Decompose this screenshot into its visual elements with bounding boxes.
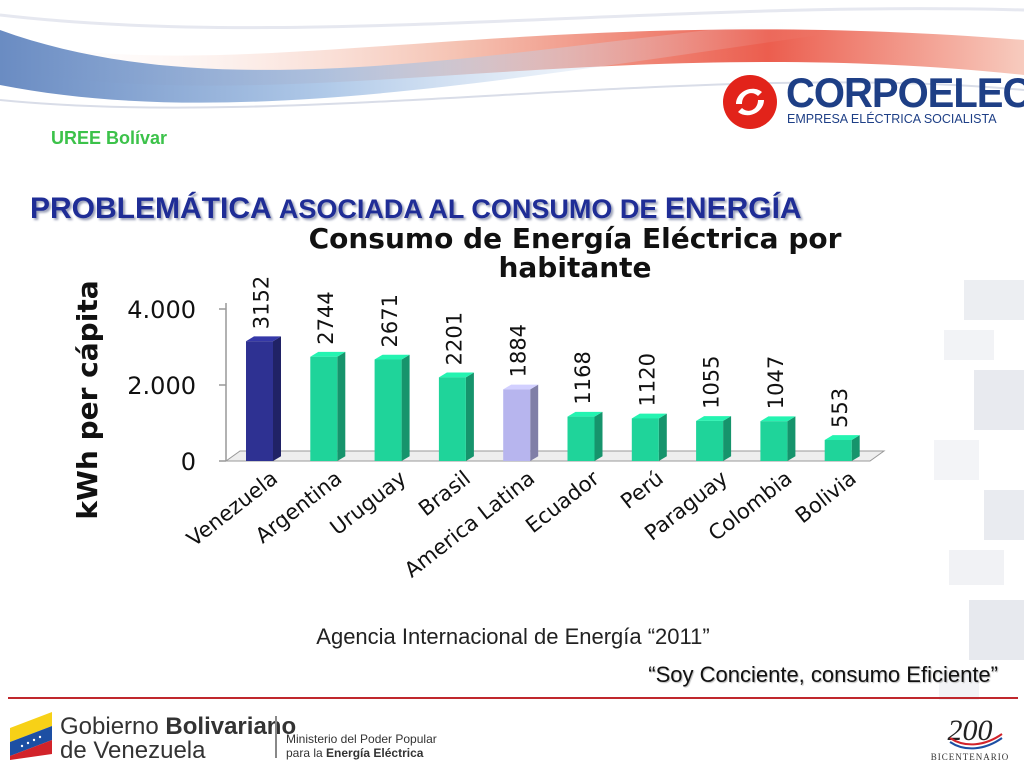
page-title-part3: ENERGÍA [664, 192, 802, 225]
footer-separator [275, 716, 277, 758]
bar-value-label: 2671 [378, 294, 402, 347]
gobierno-line1: Gobierno Bolivariano [60, 713, 296, 741]
x-tick-label: Bolivia [791, 466, 861, 528]
bar-side [723, 416, 732, 461]
bar-top [374, 354, 410, 360]
bar [503, 389, 531, 461]
bar-side [594, 411, 603, 461]
y-tick-label: 0 [181, 448, 196, 476]
footer-divider [8, 697, 1018, 699]
bar [438, 377, 466, 461]
bar [310, 356, 338, 461]
source-citation: Agencia Internacional de Energía “2011” [0, 624, 1024, 650]
bar-top [631, 413, 667, 419]
venezuela-flag-icon [10, 712, 52, 760]
bar-side [787, 416, 796, 461]
bar-value-label: 2201 [442, 312, 466, 365]
x-tick-label: Perú [616, 466, 668, 514]
bar-top [503, 384, 539, 390]
bar-top [696, 416, 732, 421]
y-tick-label: 4.000 [127, 296, 196, 324]
ministry-line2-prefix: para la [286, 746, 327, 760]
bar [696, 420, 724, 461]
header-swoosh-decoration [0, 7, 1024, 109]
bicentenario-label: BICENTENARIO [931, 752, 1010, 762]
x-tick-label: Ecuador [521, 466, 604, 538]
logo-name: CORPOELEC [786, 70, 1024, 117]
page-title: PROBLEMÁTICA ASOCIADA AL CONSUMO DE ENER… [30, 192, 802, 226]
y-tick-label: 2.000 [127, 372, 196, 400]
ministry-line1: Ministerio del Poder Popular [286, 732, 437, 746]
unit-label: UREE Bolívar [51, 128, 168, 148]
bar-top [438, 372, 474, 378]
ministry-line2-bold: Energía Eléctrica [326, 746, 424, 760]
slogan: “Soy Conciente, consumo Eficiente” [648, 662, 998, 687]
bar [246, 341, 273, 461]
consumption-bar-chart: Consumo de Energía Eléctrica porhabitant… [71, 222, 886, 582]
side-pattern-decoration [934, 280, 1024, 700]
gobierno-prefix: Gobierno [60, 713, 166, 740]
bar-value-label: 1168 [571, 351, 595, 404]
bar-side [337, 351, 346, 461]
bar-top [310, 351, 346, 357]
bar-top [246, 336, 281, 342]
bar-value-label: 1120 [635, 353, 659, 406]
gobierno-line2: de Venezuela [60, 737, 206, 764]
chart-title-line: Consumo de Energía Eléctrica por [309, 222, 842, 255]
bar [631, 418, 659, 461]
bar-value-label: 1884 [507, 324, 531, 377]
bicentenario-logo: 200 BICENTENARIO [931, 714, 1010, 762]
source-citation-text: Agencia Internacional de Energía “2011” [316, 624, 710, 649]
bar-value-label: 3152 [250, 276, 274, 329]
page-title-part2: ASOCIADA AL CONSUMO DE [278, 194, 665, 224]
bar-top [760, 416, 796, 422]
page-title-part1: PROBLEMÁTICA [30, 192, 279, 225]
bar-side [530, 384, 539, 461]
bar [374, 359, 402, 461]
bar-side [273, 336, 281, 461]
bar [824, 439, 852, 461]
bar-value-label: 553 [828, 388, 852, 428]
bar [760, 421, 788, 461]
chart-title-line: habitante [498, 251, 651, 284]
corpoelec-logo-icon [723, 75, 777, 129]
bar-side [658, 413, 667, 461]
ministry-line2: para la Energía Eléctrica [286, 746, 423, 760]
bar-top [824, 435, 860, 440]
bar-value-label: 1047 [764, 356, 788, 409]
bar-top [567, 411, 603, 417]
bar-side [401, 354, 410, 461]
bar-value-label: 1055 [700, 355, 724, 408]
logo-subtitle: EMPRESA ELÉCTRICA SOCIALISTA [787, 112, 997, 126]
bar-side [465, 372, 474, 461]
bar-side [851, 435, 860, 461]
bar [567, 416, 595, 461]
gobierno-bold: Bolivariano [165, 713, 297, 740]
y-axis-label: kWh per cápita [71, 280, 104, 519]
bar-value-label: 2744 [314, 291, 338, 344]
